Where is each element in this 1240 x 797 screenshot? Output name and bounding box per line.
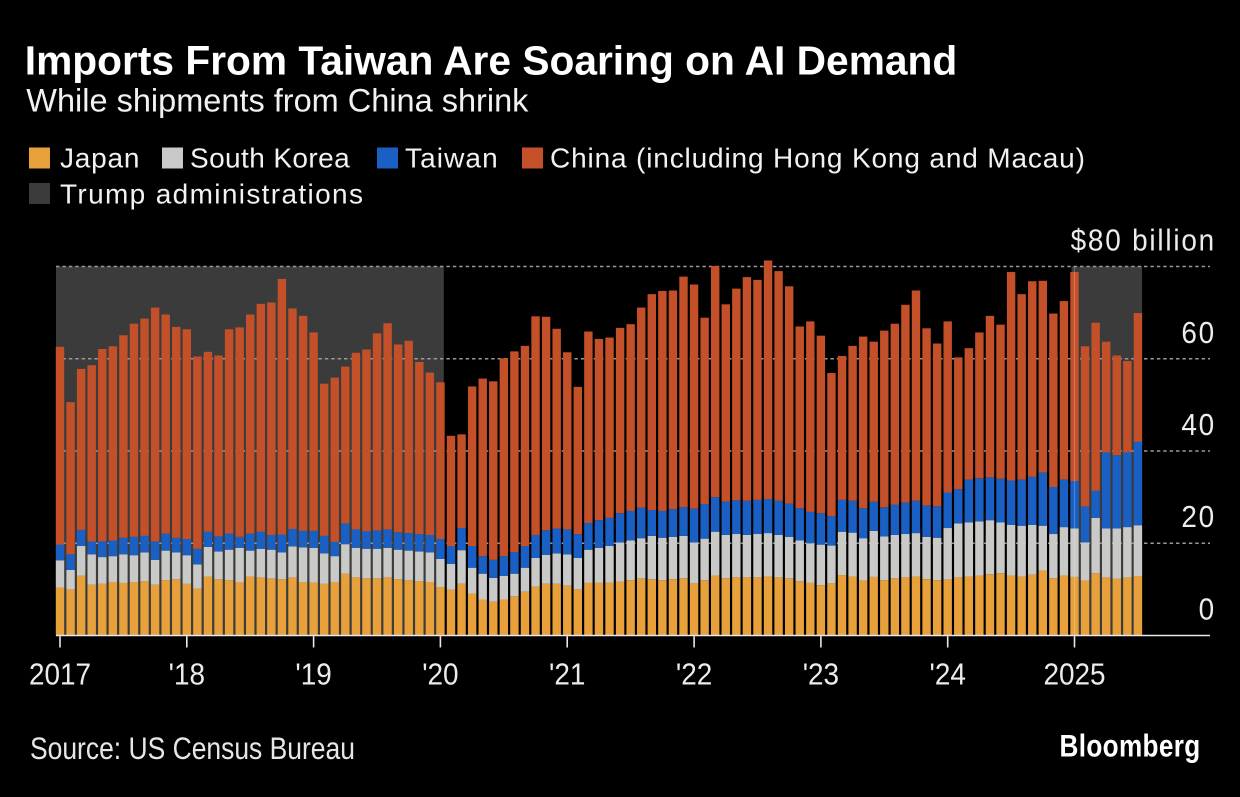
svg-text:'18: '18 [169, 657, 205, 692]
svg-text:Imports From Taiwan Are Soarin: Imports From Taiwan Are Soaring on AI De… [25, 37, 957, 83]
svg-text:40: 40 [1181, 408, 1216, 443]
svg-text:China (including Hong Kong and: China (including Hong Kong and Macau) [550, 143, 1086, 174]
svg-text:'20: '20 [422, 657, 458, 692]
svg-text:0: 0 [1199, 592, 1216, 627]
svg-text:2025: 2025 [1043, 657, 1105, 692]
svg-text:20: 20 [1181, 500, 1216, 535]
svg-text:60: 60 [1181, 315, 1216, 350]
svg-text:'24: '24 [930, 657, 966, 692]
svg-text:Japan: Japan [60, 143, 140, 174]
svg-text:Trump administrations: Trump administrations [60, 179, 364, 210]
svg-text:While shipments from China shr: While shipments from China shrink [26, 83, 529, 119]
svg-text:'21: '21 [549, 657, 585, 692]
svg-text:2017: 2017 [29, 657, 91, 692]
svg-text:'19: '19 [295, 657, 331, 692]
svg-text:South Korea: South Korea [190, 143, 350, 174]
svg-text:$80 billion: $80 billion [1071, 223, 1216, 258]
svg-text:Taiwan: Taiwan [405, 143, 499, 174]
svg-text:Bloomberg: Bloomberg [1060, 729, 1201, 764]
svg-text:'23: '23 [803, 657, 839, 692]
svg-text:Source: US Census Bureau: Source: US Census Bureau [30, 732, 355, 767]
svg-text:'22: '22 [676, 657, 712, 692]
